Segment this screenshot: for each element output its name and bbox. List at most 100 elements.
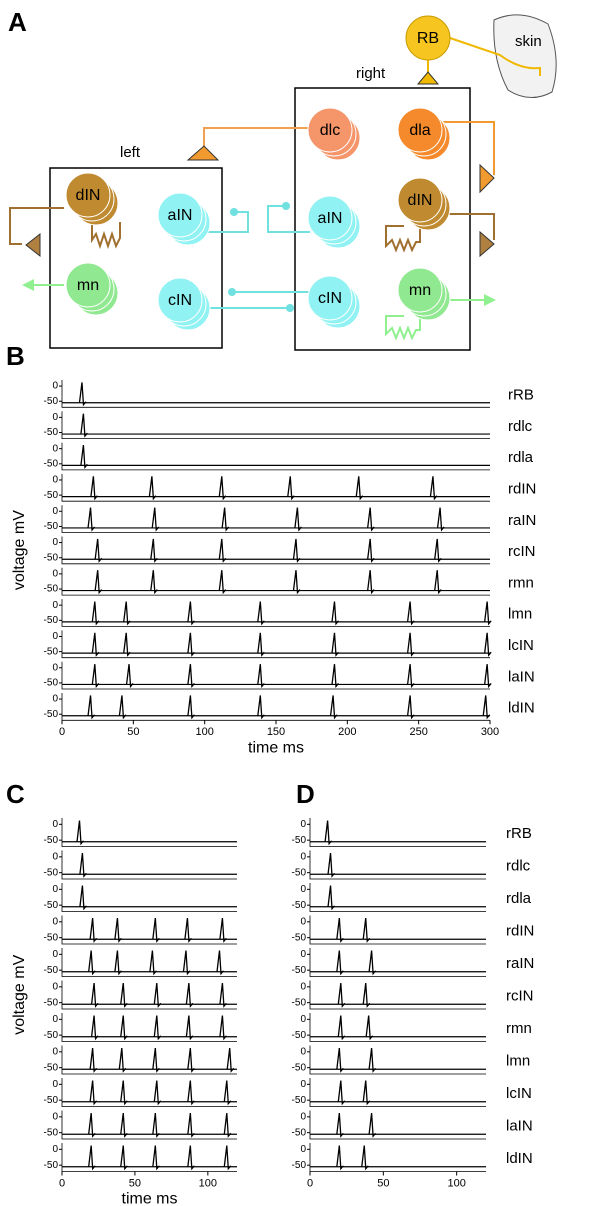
trace-name: laIN: [508, 668, 535, 685]
row-frame: [309, 850, 486, 880]
y-tick-label: -50: [44, 709, 59, 720]
spike: [406, 695, 415, 720]
spike: [367, 507, 375, 532]
row-frame: [61, 818, 237, 847]
spike: [223, 1080, 232, 1106]
connection: [200, 291, 310, 309]
y-tick-label: 0: [300, 1014, 306, 1025]
spike: [125, 664, 134, 689]
spike: [223, 1145, 232, 1171]
spike: [79, 885, 87, 911]
row-frame: [309, 818, 486, 847]
x-tick-label: 0: [59, 1177, 65, 1189]
spike: [90, 1015, 99, 1041]
spike: [187, 1112, 195, 1138]
spike: [367, 570, 375, 595]
spike: [114, 917, 122, 943]
spike: [324, 820, 333, 846]
panel-label: A: [8, 7, 27, 37]
y-tick-label: 0: [52, 631, 58, 642]
synapse: [230, 208, 238, 216]
y-tick-label: -50: [44, 458, 59, 469]
trace-name: lmn: [508, 606, 532, 623]
side-label: left: [120, 144, 141, 161]
neuron: [65, 172, 111, 218]
nodes: RB dlc dla dIN aIN cIN mn dIN aIN mn cIN: [65, 15, 451, 331]
row-frame: [61, 980, 237, 1010]
y-tick-label: 0: [52, 1046, 58, 1057]
y-tick-label: 0: [52, 475, 58, 486]
spike: [187, 632, 195, 657]
node-label: aIN: [168, 207, 193, 224]
y-tick-label: 0: [52, 662, 58, 673]
neuron: [65, 262, 111, 308]
spike: [218, 476, 227, 501]
gap-junction: [91, 222, 121, 250]
trace-name: rdIN: [508, 481, 536, 498]
y-tick-label: 0: [52, 884, 58, 895]
spike: [484, 664, 492, 689]
spike: [329, 695, 338, 720]
spike: [148, 476, 157, 501]
spike: [76, 820, 84, 846]
neuron: [157, 192, 203, 238]
synapse: [282, 202, 290, 210]
spike: [94, 570, 103, 595]
trace-name: rdIN: [506, 923, 534, 940]
row-frame: [61, 442, 490, 471]
spike: [151, 507, 160, 532]
node-label: dIN: [76, 187, 101, 204]
arrow: [484, 294, 496, 306]
x-tick-label: 50: [127, 726, 139, 738]
spike: [355, 476, 364, 501]
row-frame: [61, 380, 490, 408]
spike: [368, 1112, 377, 1138]
row-frame: [61, 883, 237, 912]
y-tick-label: -50: [44, 1062, 59, 1073]
y-tick-label: -50: [292, 1062, 307, 1073]
trace-name: lmn: [506, 1053, 530, 1070]
spike: [88, 1112, 96, 1138]
spike: [120, 1112, 128, 1138]
y-tick-label: -50: [44, 1127, 59, 1138]
arrow: [22, 279, 34, 291]
neuron: [307, 195, 353, 241]
node-label: cIN: [318, 290, 342, 307]
spike: [87, 695, 96, 720]
spike: [91, 632, 100, 657]
spike: [150, 538, 158, 563]
spike: [484, 632, 492, 657]
trace-name: rRB: [506, 825, 532, 842]
node-label: dlc: [320, 122, 340, 139]
spike: [216, 950, 224, 976]
spike: [187, 695, 195, 720]
y-tick-label: -50: [44, 997, 59, 1008]
spike: [429, 476, 438, 501]
trace-name: lcIN: [506, 1085, 532, 1102]
spike: [152, 1112, 160, 1138]
spike: [226, 1047, 235, 1073]
row-frame: [61, 1045, 237, 1075]
y-tick-label: -50: [44, 900, 59, 911]
y-tick-label: -50: [292, 997, 307, 1008]
row-frame: [61, 948, 237, 977]
connection: [440, 121, 495, 175]
y-tick-label: 0: [52, 1144, 58, 1155]
row-frame: [61, 850, 237, 880]
y-tick-label: -50: [44, 427, 59, 438]
x-tick-label: 50: [129, 1177, 141, 1189]
panel-label: B: [6, 341, 25, 371]
spike: [221, 507, 230, 532]
skin-shape: [493, 14, 557, 98]
spike: [368, 950, 377, 976]
y-tick-label: 0: [52, 412, 58, 423]
row-frame: [61, 1110, 237, 1140]
row-frame: [61, 411, 490, 439]
neuron: [157, 277, 203, 323]
spike: [257, 601, 265, 626]
spike: [218, 538, 227, 563]
synapse: [479, 230, 495, 258]
x-tick-label: 100: [447, 1177, 465, 1189]
x-tick-label: 200: [338, 726, 356, 738]
